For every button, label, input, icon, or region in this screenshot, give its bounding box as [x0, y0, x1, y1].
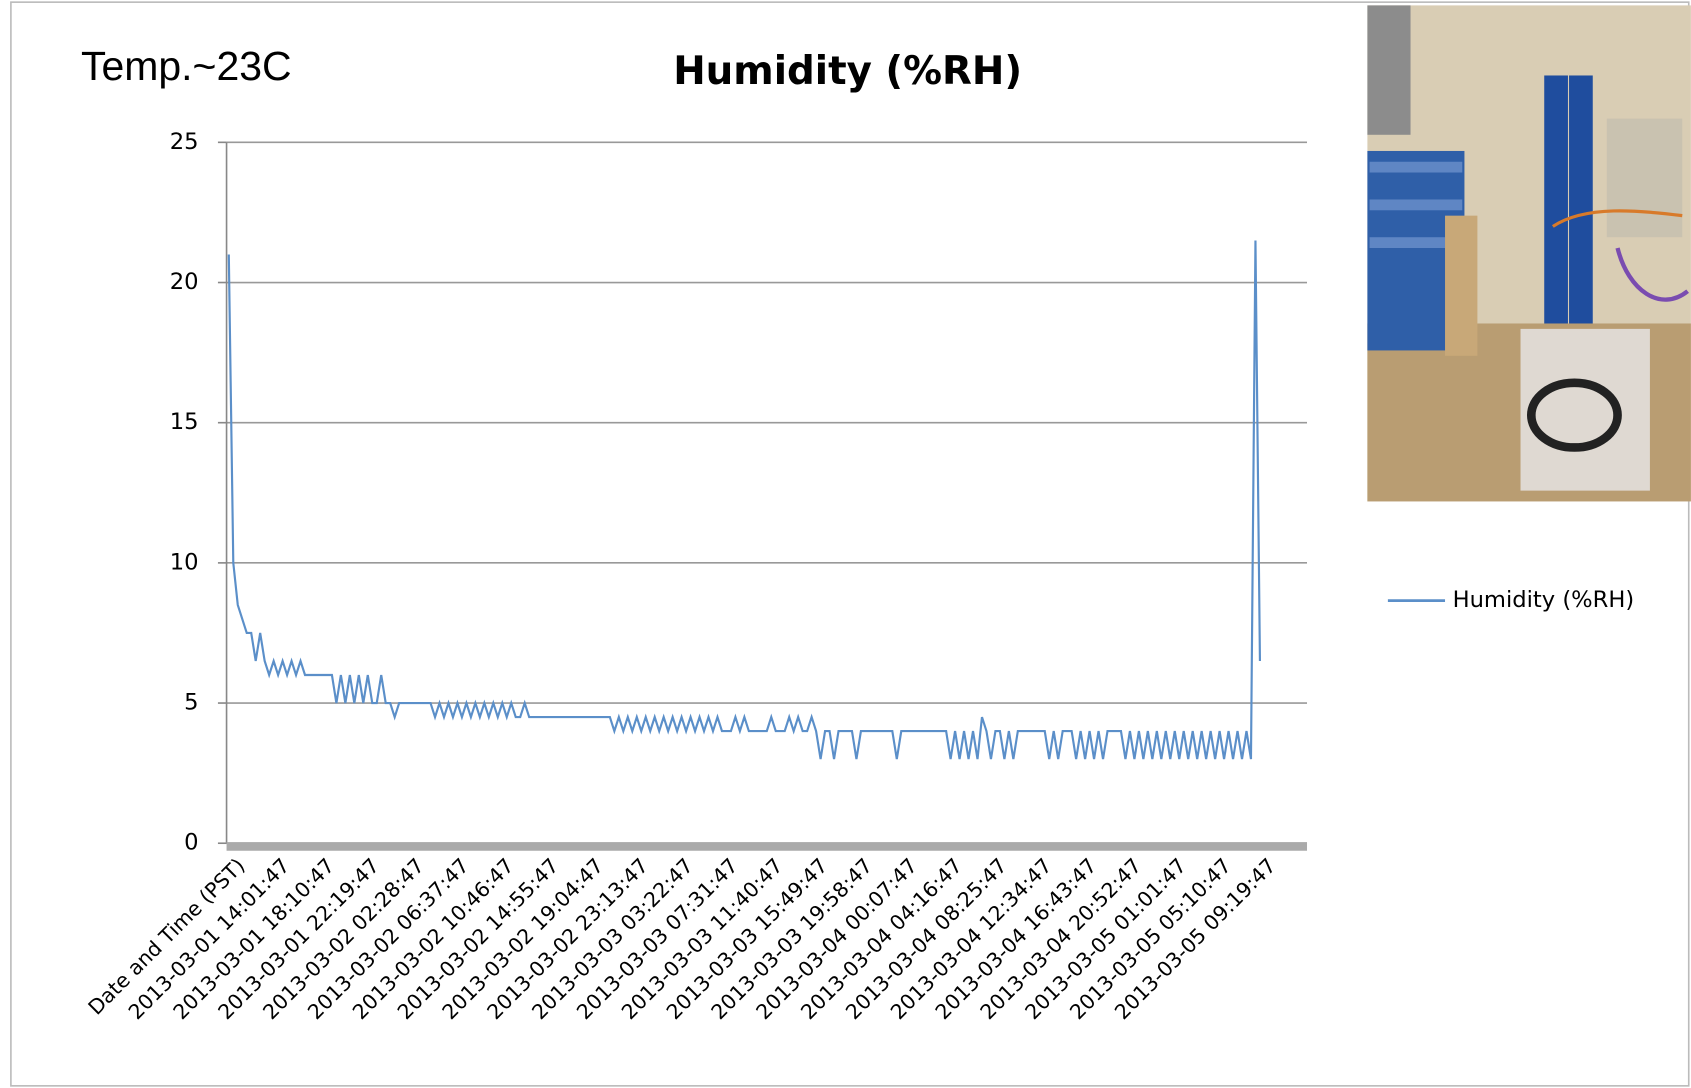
- y-tick-label: 5: [184, 690, 198, 716]
- y-tick-label: 20: [170, 269, 199, 295]
- y-tick-label: 10: [170, 549, 199, 575]
- photo: [1367, 5, 1690, 501]
- annotation: Temp.~23C: [81, 43, 292, 89]
- y-tick-label: 25: [170, 129, 199, 155]
- chart-title: Humidity (%RH): [673, 49, 1022, 94]
- y-tick-label: 0: [184, 830, 198, 856]
- page: Temp.~23C Humidity (%RH) 0510152025Date …: [0, 0, 1691, 1088]
- legend-label: Humidity (%RH): [1453, 587, 1635, 613]
- y-tick-label: 15: [170, 409, 199, 435]
- slide: Temp.~23C Humidity (%RH) 0510152025Date …: [0, 0, 1691, 1088]
